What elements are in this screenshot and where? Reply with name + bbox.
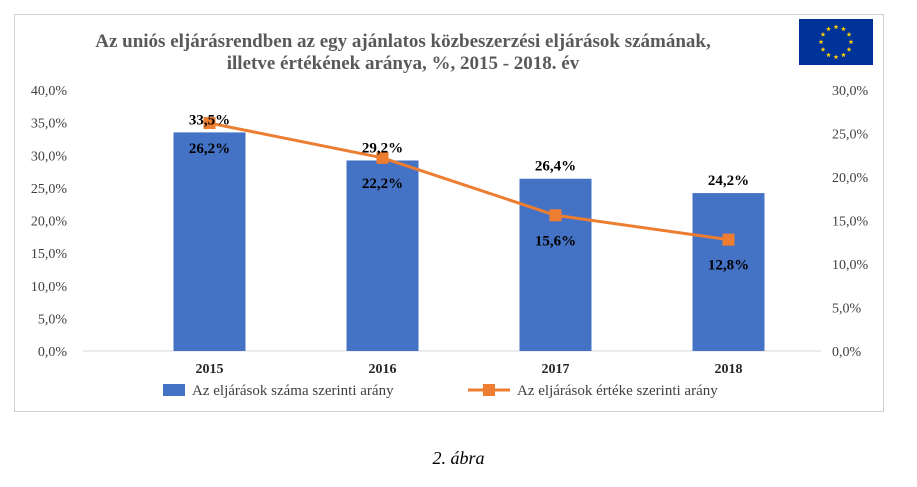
eu-flag-star [820, 46, 826, 52]
bar-2016 [346, 160, 419, 351]
legend-line-label: Az eljárások értéke szerinti arány [517, 383, 718, 399]
chart-title-line-2: illetve értékének aránya, %, 2015 - 2018… [227, 53, 580, 74]
right-axis-tick-label: 0,0% [832, 345, 862, 360]
left-axis-tick-label: 0,0% [38, 345, 68, 360]
right-y-axis: 0,0% 5,0% 10,0% 15,0% 20,0% 25,0% 30,0% [832, 84, 869, 360]
line-marker-2016 [376, 151, 389, 164]
left-axis-tick-label: 40,0% [31, 84, 68, 99]
eu-flag-star [841, 52, 846, 58]
eu-flag-icon [799, 19, 873, 65]
chart-frame: Az uniós eljárásrendben az egy ajánlatos… [14, 14, 884, 412]
category-label: 2017 [542, 362, 570, 377]
eu-flag-star [833, 24, 839, 30]
left-axis-tick-label: 5,0% [38, 312, 68, 327]
line-data-label: 12,8% [708, 258, 749, 274]
line-marker-2018 [722, 233, 735, 246]
bar-2015 [173, 132, 246, 351]
left-axis-tick-label: 20,0% [31, 215, 68, 230]
bar-data-label: 33,5% [189, 112, 230, 128]
eu-flag-star [833, 54, 839, 60]
bar-2018 [692, 193, 765, 351]
left-axis-tick-label: 35,0% [31, 117, 68, 132]
line-series [203, 117, 735, 246]
legend-bar-label: Az eljárások száma szerinti arány [192, 383, 394, 399]
line-data-label: 22,2% [362, 176, 403, 192]
left-axis-tick-label: 10,0% [31, 280, 68, 295]
left-y-axis: 0,0% 5,0% 10,0% 15,0% 20,0% 25,0% 30,0% 35,0% 40… [31, 84, 68, 360]
bar-data-label: 29,2% [362, 140, 403, 156]
category-label: 2018 [715, 362, 743, 377]
line-marker-2015 [203, 117, 216, 130]
eu-flag-star [818, 39, 824, 45]
combo-chart: Az uniós eljárásrendben az egy ajánlatos… [31, 19, 873, 399]
line-data-label: 15,6% [535, 233, 576, 249]
category-labels: 2015 2016 2017 2018 [196, 362, 743, 377]
left-axis-tick-label: 30,0% [31, 149, 68, 164]
bar-data-label: 24,2% [708, 173, 749, 189]
right-axis-tick-label: 20,0% [832, 171, 869, 186]
left-axis-tick-label: 25,0% [31, 182, 68, 197]
legend: Az eljárások száma szerinti arány Az eljá… [163, 383, 718, 399]
eu-flag-star [848, 39, 854, 45]
right-axis-tick-label: 25,0% [832, 128, 869, 143]
eu-flag-star [826, 52, 831, 58]
left-axis-tick-label: 15,0% [31, 247, 68, 262]
category-label: 2015 [196, 362, 224, 377]
line-marker-2017 [549, 209, 562, 222]
legend-line-marker [483, 384, 495, 396]
eu-flag-star [846, 46, 852, 52]
eu-flag-star [846, 31, 852, 37]
legend-bar-swatch [163, 384, 185, 396]
chart-title-line-1: Az uniós eljárásrendben az egy ajánlatos… [95, 31, 711, 52]
bar-series [173, 132, 765, 351]
eu-flag-star [826, 26, 831, 32]
eu-flag-star [841, 26, 846, 32]
category-label: 2016 [369, 362, 397, 377]
right-axis-tick-label: 15,0% [832, 215, 869, 230]
bar-2017 [519, 178, 592, 351]
right-axis-tick-label: 10,0% [832, 258, 869, 273]
right-axis-tick-label: 30,0% [832, 84, 869, 99]
right-axis-tick-label: 5,0% [832, 302, 862, 317]
bar-data-label: 26,4% [535, 159, 576, 175]
eu-flag-star [820, 31, 826, 37]
figure-caption: 2. ábra [432, 448, 485, 468]
chart-title: Az uniós eljárásrendben az egy ajánlatos… [95, 31, 711, 74]
line-data-label: 26,2% [189, 141, 230, 157]
line-path [209, 121, 729, 242]
data-labels: 33,5% 29,2% 26,4% 24,2% 26,2% 22,2% 15,6% 12,8% [189, 112, 749, 273]
